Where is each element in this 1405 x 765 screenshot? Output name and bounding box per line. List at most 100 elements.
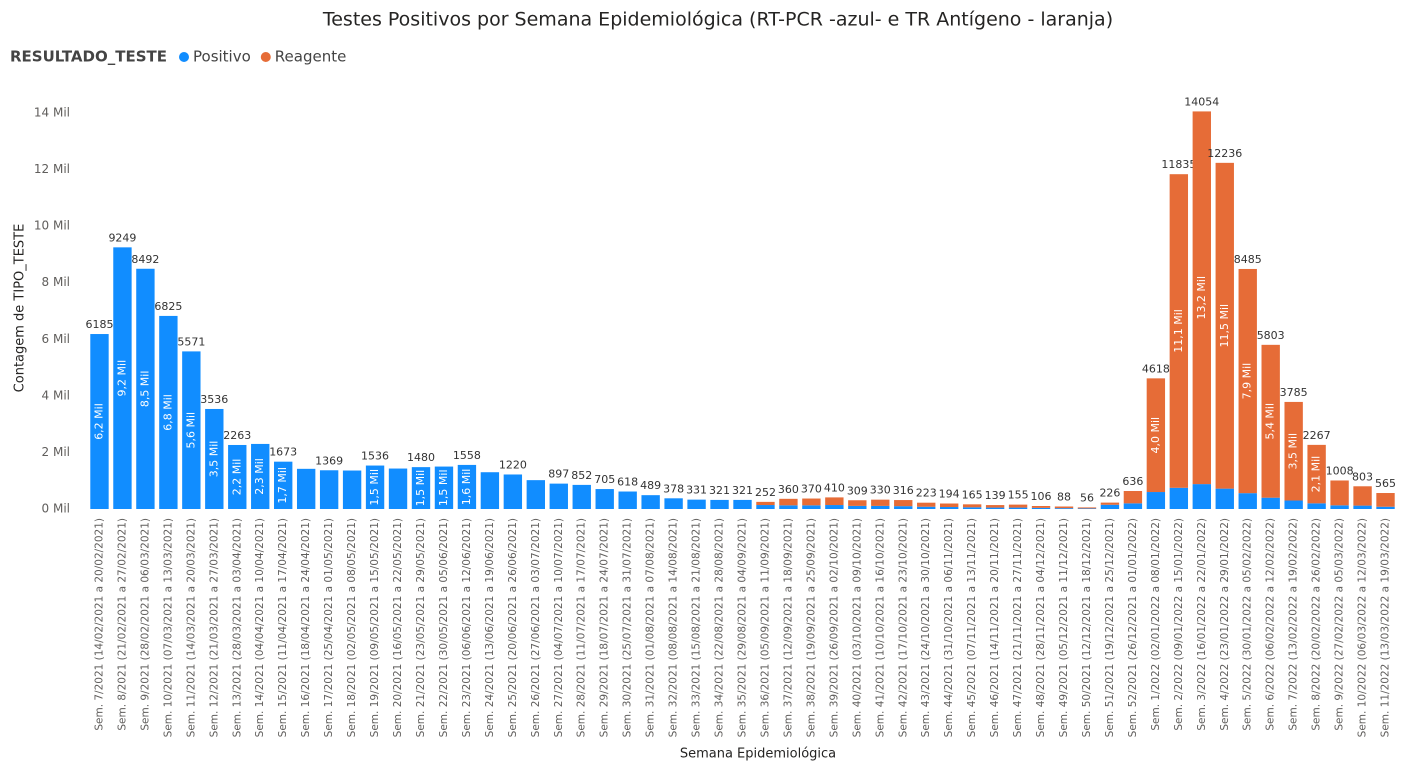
bar-segment <box>1169 487 1189 509</box>
bar-segment <box>1307 503 1326 509</box>
legend-label: Reagente <box>275 48 347 66</box>
x-tick-label: Sem. 15/2021 (11/04/2021 a 17/04/2021) <box>277 518 289 737</box>
total-label: 56 <box>1080 491 1094 504</box>
bar-segment <box>756 501 775 506</box>
bar-segment <box>549 483 568 509</box>
x-tick-label: Sem. 51/2021 (19/12/2021 a 25/12/2021) <box>1104 518 1116 737</box>
bar-value-label: 1,7 Mil <box>276 467 289 504</box>
total-label: 618 <box>617 476 638 489</box>
bar-segment <box>894 500 913 507</box>
x-tick-label: Sem. 7/2022 (13/02/2022 a 19/02/2022) <box>1288 518 1300 731</box>
x-tick-label: Sem. 46/2021 (14/11/2021 a 20/11/2021) <box>989 518 1001 737</box>
bar-segment <box>1261 344 1280 498</box>
bar-segment <box>1008 504 1028 508</box>
total-label: 321 <box>732 484 753 497</box>
x-tick-label: Sem. 47/2021 (21/11/2021 a 27/11/2021) <box>1012 518 1024 737</box>
total-label: 8492 <box>131 253 159 266</box>
x-tick-label: Sem. 30/2021 (25/07/2021 a 31/07/2021) <box>622 518 634 737</box>
total-label: 106 <box>1031 490 1052 503</box>
x-tick-label: Sem. 6/2022 (06/02/2022 a 12/02/2022) <box>1265 518 1277 731</box>
total-label: 11835 <box>1161 158 1196 171</box>
x-tick-label: Sem. 32/2021 (08/08/2021 a 14/08/2021) <box>668 518 680 737</box>
x-tick-label: Sem. 19/2021 (09/05/2021 a 15/05/2021) <box>369 518 381 737</box>
bar-segment <box>1192 484 1211 509</box>
x-tick-label: Sem. 18/2021 (02/05/2021 a 08/05/2021) <box>346 518 358 737</box>
bar-segment <box>687 499 706 509</box>
bar-segment <box>779 498 798 506</box>
x-tick-label: Sem. 52/2021 (26/12/2021 a 01/01/2022) <box>1127 518 1139 737</box>
bar-segment <box>825 505 844 509</box>
bar-segment <box>1261 497 1280 509</box>
bar-segment <box>1077 507 1097 509</box>
x-tick-label: Sem. 42/2021 (17/10/2021 a 23/10/2021) <box>897 518 909 737</box>
total-label: 331 <box>686 484 707 497</box>
bar-segment <box>962 504 982 508</box>
x-tick-label: Sem. 5/2022 (30/01/2022 a 05/02/2022) <box>1242 518 1254 731</box>
total-label: 3785 <box>1280 386 1308 399</box>
bar-segment <box>205 408 224 509</box>
x-tick-label: Sem. 49/2021 (05/12/2021 a 11/12/2021) <box>1058 518 1070 737</box>
bar-segment <box>1215 162 1234 489</box>
x-tick-label: Sem. 9/2021 (28/02/2021 a 06/03/2021) <box>139 518 151 731</box>
x-tick-label: Sem. 17/2021 (25/04/2021 a 01/05/2021) <box>323 518 335 737</box>
y-tick-label: 10 Mil <box>34 219 70 233</box>
bar-segment <box>1146 378 1166 493</box>
total-label: 1673 <box>269 446 297 459</box>
bar-segment <box>159 315 178 509</box>
bar-segment <box>1192 111 1211 485</box>
bar-value-label: 8,5 Mil <box>138 371 151 408</box>
total-label: 1008 <box>1326 464 1354 477</box>
bar-value-label: 1,5 Mil <box>414 470 427 507</box>
total-label: 705 <box>594 473 615 486</box>
bar-segment <box>802 498 821 506</box>
legend-label: Positivo <box>193 48 251 66</box>
total-label: 6825 <box>154 300 182 313</box>
x-tick-label: Sem. 8/2021 (21/02/2021 a 27/02/2021) <box>116 518 128 731</box>
bar-segment <box>1353 486 1372 506</box>
bar-segment <box>526 480 546 509</box>
bar-value-label: 7,9 Mil <box>1241 363 1254 400</box>
bar-segment <box>641 495 660 509</box>
x-tick-label: Sem. 11/2022 (13/03/2022 a 19/03/2022) <box>1380 518 1392 737</box>
bar-value-label: 2,2 Mil <box>230 459 243 496</box>
x-tick-label: Sem. 7/2021 (14/02/2021 a 20/02/2021) <box>93 518 105 731</box>
bar-segment <box>985 505 1005 508</box>
total-label: 194 <box>939 488 960 501</box>
bar-segment <box>1238 268 1257 494</box>
x-tick-label: Sem. 10/2022 (06/03/2022 a 12/03/2022) <box>1357 518 1369 737</box>
x-tick-label: Sem. 22/2021 (30/05/2021 a 05/06/2021) <box>438 518 450 737</box>
bar-segment <box>388 468 408 509</box>
x-tick-label: Sem. 45/2021 (07/11/2021 a 13/11/2021) <box>966 518 978 737</box>
bar-segment <box>365 465 385 509</box>
bar-segment <box>917 506 936 509</box>
x-tick-label: Sem. 27/2021 (04/07/2021 a 10/07/2021) <box>553 518 565 737</box>
bar-segment <box>1284 500 1303 509</box>
x-tick-label: Sem. 37/2021 (12/09/2021 a 18/09/2021) <box>782 518 794 737</box>
total-label: 155 <box>1008 489 1029 502</box>
legend-title: RESULTADO_TESTE <box>10 48 167 66</box>
total-label: 8485 <box>1234 253 1262 266</box>
total-label: 1558 <box>453 449 481 462</box>
chart-title: Testes Positivos por Semana Epidemiológi… <box>322 9 1113 31</box>
x-tick-label: Sem. 25/2021 (20/06/2021 a 26/06/2021) <box>507 518 519 737</box>
total-label: 636 <box>1122 475 1143 488</box>
bar-segment <box>1054 508 1074 509</box>
x-tick-label: Sem. 11/2021 (14/03/2021 a 20/03/2021) <box>185 518 197 737</box>
total-label: 226 <box>1099 487 1120 500</box>
total-label: 3536 <box>200 393 228 406</box>
bar-value-label: 3,5 Mil <box>207 441 220 478</box>
bar-segment <box>985 507 1005 509</box>
total-label: 321 <box>709 484 730 497</box>
x-tick-label: Sem. 41/2021 (10/10/2021 a 16/10/2021) <box>874 518 886 737</box>
bar-segment <box>1123 491 1143 504</box>
x-tick-label: Sem. 21/2021 (23/05/2021 a 29/05/2021) <box>415 518 427 737</box>
total-label: 309 <box>847 484 868 497</box>
x-tick-label: Sem. 50/2021 (12/12/2021 a 18/12/2021) <box>1081 518 1093 737</box>
x-tick-label: Sem. 10/2021 (07/03/2021 a 13/03/2021) <box>162 518 174 737</box>
legend-marker <box>179 52 189 62</box>
total-label: 2267 <box>1303 429 1331 442</box>
y-tick-label: 8 Mil <box>42 275 70 289</box>
bar-segment <box>1031 506 1051 508</box>
x-tick-label: Sem. 8/2022 (20/02/2022 a 26/02/2022) <box>1311 518 1323 731</box>
x-tick-label: Sem. 34/2021 (22/08/2021 a 28/08/2021) <box>714 518 726 737</box>
